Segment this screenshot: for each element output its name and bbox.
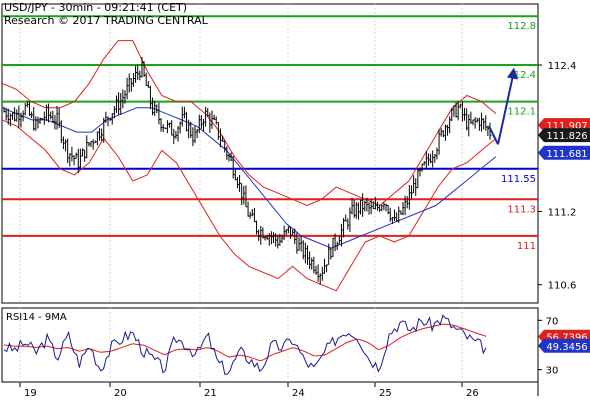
x-tick-label: 20 [114,388,127,399]
rsi-value-badge-label: 49.3456 [546,342,587,353]
x-tick-label: 21 [204,388,217,399]
rsi-y-tick-label: 30 [546,366,559,377]
y-tick-label: 111.2 [548,207,577,218]
level-label-resistance: 112.1 [507,107,536,118]
x-tick-label: 25 [379,388,392,399]
projection-arrow-down-leg [488,125,499,145]
y-tick-label: 110.6 [548,281,577,292]
chart-header-copyright: Research © 2017 TRADING CENTRAL [4,14,208,27]
rsi-panel-frame [1,307,539,383]
rsi-value-badge-label: 56.7396 [546,333,587,344]
level-label-support: 111 [517,241,536,252]
main-panel-frame [1,3,539,304]
level-label-support: 111.3 [507,204,536,215]
price-badge-label: 111.826 [546,131,587,142]
rsi-value-badge [538,338,590,353]
level-label-resistance: 112.8 [507,21,536,32]
level-label-resistance: 12.4 [514,70,536,81]
chart-header-title: USD/JPY - 30min - 09:21:41 (CET) [4,1,188,14]
price-badge [538,145,590,160]
moving-average-line [1,107,497,249]
price-badge-label: 111.681 [546,149,587,160]
projection-arrow-shaft [497,75,514,145]
level-label-pivot: 111.55 [501,174,536,185]
x-tick-label: 24 [292,388,305,399]
bollinger-upper-band [1,40,497,206]
price-badge-label: 111.907 [546,121,587,132]
rsi-panel-title: RSI14 - 9MA [6,312,67,323]
x-tick-label: 19 [24,388,37,399]
x-tick-label: 26 [466,388,479,399]
rsi-line [3,314,487,375]
bollinger-lower-band [1,119,497,292]
rsi-y-tick-label: 70 [546,316,559,327]
projection-arrow-head [507,67,518,80]
price-badge [538,128,590,143]
y-tick-label: 112.4 [548,61,577,72]
